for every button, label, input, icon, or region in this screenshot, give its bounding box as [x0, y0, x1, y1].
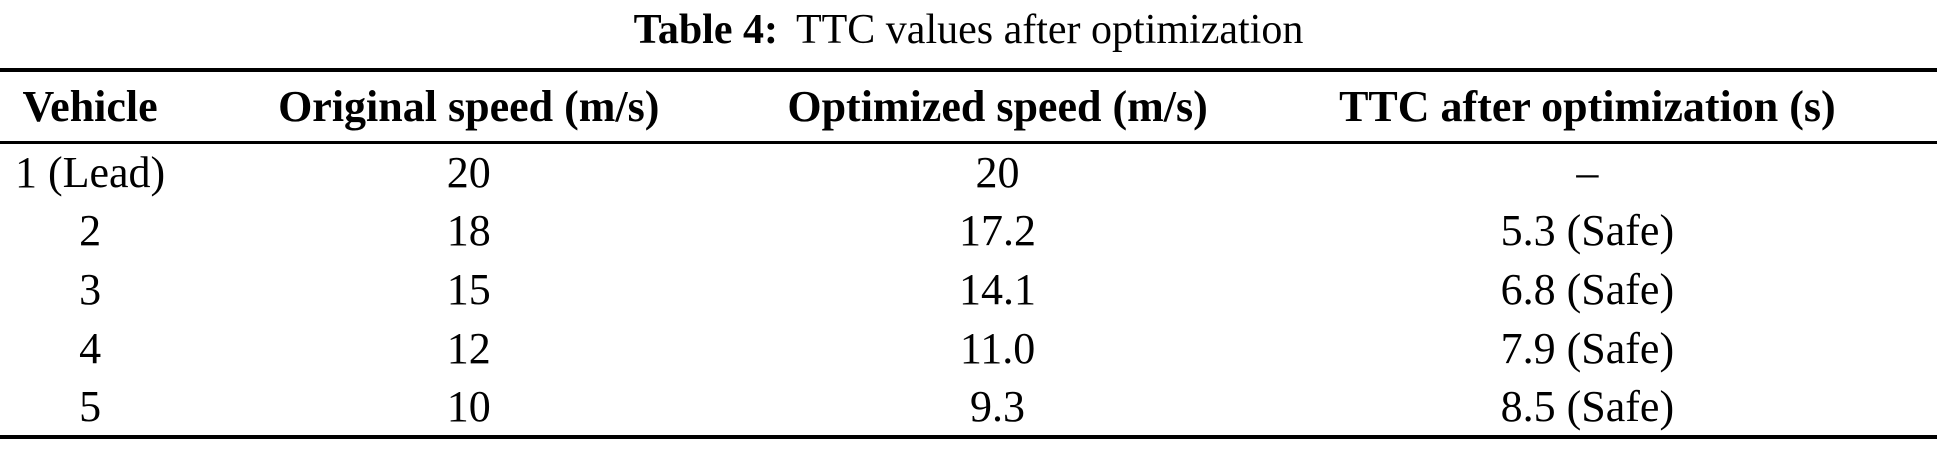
column-header-ttc: TTC after optimization (s) — [1237, 70, 1937, 144]
table-row: 3 15 14.1 6.8 (Safe) — [0, 260, 1937, 319]
column-header-original-speed: Original speed (m/s) — [180, 70, 758, 144]
column-header-vehicle: Vehicle — [0, 70, 181, 144]
table-row: 1 (Lead) 20 20 – — [0, 142, 1937, 201]
table-cell: 5 — [79, 382, 102, 431]
table-cell: 9.3 — [970, 382, 1026, 431]
table-cell: 8.5 (Safe) — [1500, 382, 1675, 431]
column-header-optimized-speed: Optimized speed (m/s) — [757, 70, 1238, 144]
table-cell: 1 (Lead) — [14, 147, 166, 197]
ttc-table: Vehicle Original speed (m/s) Optimized s… — [0, 68, 1937, 439]
table-cell: 15 — [446, 265, 491, 314]
table-cell: 3 — [79, 265, 102, 314]
table-caption-text: TTC values after optimization — [795, 7, 1304, 53]
table-cell: 20 — [975, 147, 1020, 197]
table-header-row: Vehicle Original speed (m/s) Optimized s… — [0, 70, 1937, 144]
table-cell: 10 — [446, 382, 491, 431]
table-cell: 6.8 (Safe) — [1500, 265, 1675, 314]
table-row: 4 12 11.0 7.9 (Safe) — [0, 319, 1937, 378]
table-cell: – — [1576, 147, 1599, 197]
table-cell: 11.0 — [959, 324, 1036, 373]
table-row: 5 10 9.3 8.5 (Safe) — [0, 378, 1937, 437]
table-row: 2 18 17.2 5.3 (Safe) — [0, 201, 1937, 260]
table-cell: 2 — [79, 206, 102, 255]
table-cell: 7.9 (Safe) — [1500, 324, 1675, 373]
table-cell: 4 — [79, 324, 102, 373]
table-cell: 18 — [446, 206, 491, 255]
table-caption: Table 4: TTC values after optimization — [0, 0, 1937, 68]
table-body: 1 (Lead) 20 20 – 2 18 17.2 5.3 (Safe) 3 15 14.1 6.8… — [0, 142, 1937, 437]
table-cell: 12 — [446, 324, 491, 373]
table-cell: 14.1 — [959, 265, 1037, 314]
table-caption-label: Table 4: — [633, 7, 778, 53]
table-cell: 5.3 (Safe) — [1500, 206, 1675, 255]
table-cell: 17.2 — [959, 206, 1037, 255]
table-cell: 20 — [446, 147, 491, 197]
